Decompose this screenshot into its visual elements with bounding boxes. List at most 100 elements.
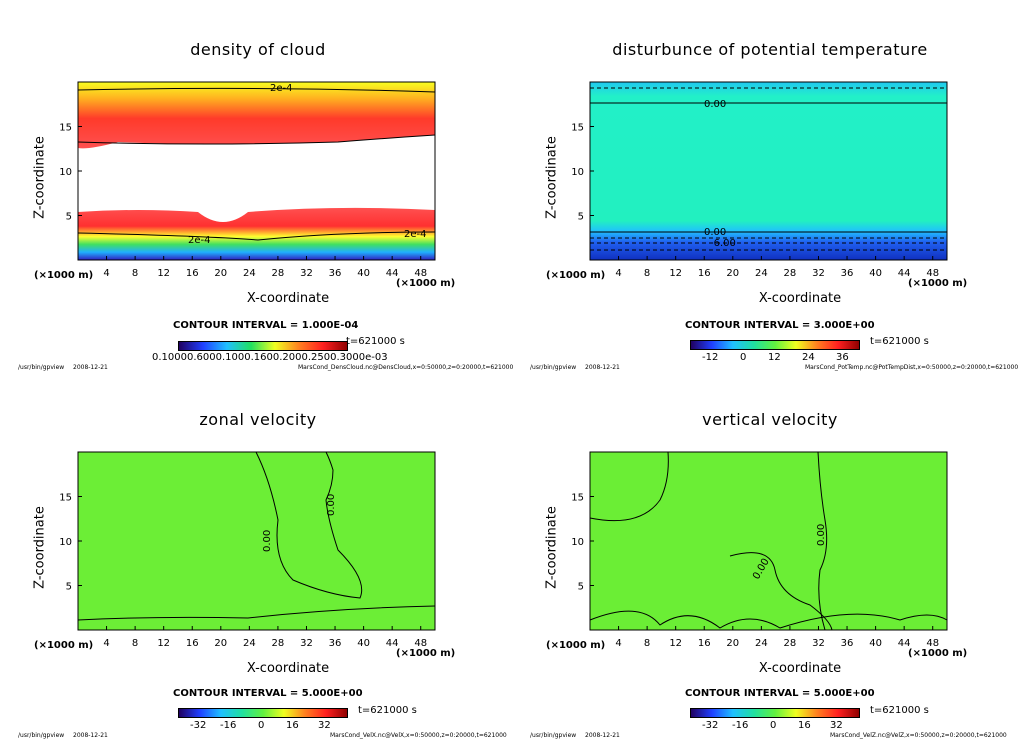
footer-path: /usr/bin/gpview xyxy=(530,732,577,739)
x-unit-left: (×1000 m) xyxy=(34,270,94,281)
y-tick-label: 15 xyxy=(571,493,584,504)
x-tick-label: 28 xyxy=(272,268,285,279)
x-tick-label: 28 xyxy=(784,638,797,649)
y-tick-label: 5 xyxy=(578,582,584,593)
y-axis-label: Z-coordinate xyxy=(32,136,48,219)
colorbar-tick: -12 xyxy=(702,352,719,363)
x-tick-label: 16 xyxy=(186,638,199,649)
time-stamp: t=621000 s xyxy=(870,336,929,347)
y-tick-label: 10 xyxy=(571,167,584,178)
x-tick-label: 16 xyxy=(698,268,711,279)
x-axis-label: X-coordinate xyxy=(758,291,842,306)
panel-vertical: vertical velocity 4 8 12 16 20 24 28 32 36 40 44 48… xyxy=(520,370,1020,740)
colorbar xyxy=(178,708,348,718)
x-tick-label: 24 xyxy=(755,268,768,279)
y-tick-label: 10 xyxy=(59,167,72,178)
x-unit-right: (×1000 m) xyxy=(908,278,968,289)
panel-title: density of cloud xyxy=(190,40,326,59)
x-tick-label: 44 xyxy=(898,268,911,279)
colorbar-tick: 16 xyxy=(286,720,299,731)
x-tick-label: 20 xyxy=(214,268,227,279)
colorbar xyxy=(690,340,860,350)
panel-title: disturbunce of potential temperature xyxy=(612,40,928,59)
y-tick-label: 5 xyxy=(66,212,72,223)
x-tick-label: 44 xyxy=(386,268,399,279)
x-tick-label: 44 xyxy=(386,638,399,649)
x-tick-label: 20 xyxy=(726,638,739,649)
panel-title: vertical velocity xyxy=(702,410,838,429)
y-axis-label: Z-coordinate xyxy=(32,506,48,589)
footer-path: /usr/bin/gpview xyxy=(530,364,577,371)
footer-date: 2008-12-21 xyxy=(585,732,620,739)
time-stamp: t=621000 s xyxy=(346,336,405,347)
x-tick-label: 28 xyxy=(784,268,797,279)
contour-label: 2e-4 xyxy=(188,235,211,246)
colorbar-tick: -32 xyxy=(190,720,207,731)
y-axis-label: Z-coordinate xyxy=(544,136,560,219)
y-tick-label: 15 xyxy=(59,493,72,504)
contour-label: 0.00 xyxy=(816,524,827,546)
x-tick-label: 32 xyxy=(812,638,825,649)
x-tick-label: 24 xyxy=(243,268,256,279)
x-tick-label: 32 xyxy=(300,638,313,649)
contour-interval: CONTOUR INTERVAL = 3.000E+00 xyxy=(685,320,875,331)
x-tick-label: 36 xyxy=(329,268,342,279)
colorbar-tick: 16 xyxy=(798,720,811,731)
x-tick-label: 48 xyxy=(414,268,427,279)
x-tick-label: 20 xyxy=(726,268,739,279)
x-tick-label: 16 xyxy=(186,268,199,279)
footer-file: MarsCond_DensCloud.nc@DensCloud,x=0:5000… xyxy=(298,364,514,371)
x-tick-label: 32 xyxy=(300,268,313,279)
x-tick-label: 44 xyxy=(898,638,911,649)
panel-title: zonal velocity xyxy=(199,410,317,429)
footer-date: 2008-12-21 xyxy=(73,364,108,371)
colorbar-tick: 0 xyxy=(770,720,777,731)
x-unit-right: (×1000 m) xyxy=(908,648,968,659)
y-tick-label: 5 xyxy=(66,582,72,593)
footer-file: MarsCond_PotTemp.nc@PotTempDist,x=0:5000… xyxy=(805,364,1019,371)
x-tick-label: 32 xyxy=(812,268,825,279)
x-tick-label: 40 xyxy=(869,268,882,279)
contour-label: 0.00 xyxy=(262,530,273,552)
contour-interval: CONTOUR INTERVAL = 5.000E+00 xyxy=(173,688,363,699)
x-axis-label: X-coordinate xyxy=(758,661,842,676)
x-tick-label: 8 xyxy=(644,638,650,649)
x-tick-label: 20 xyxy=(214,638,227,649)
y-tick-label: 15 xyxy=(59,123,72,134)
x-tick-label: 40 xyxy=(357,638,370,649)
footer-file: MarsCond_VelZ.nc@VelZ,x=0:50000,z=0:2000… xyxy=(830,732,1007,739)
x-tick-label: 24 xyxy=(243,638,256,649)
x-tick-label: 4 xyxy=(103,638,109,649)
panel-zonal: zonal velocity 4 8 12 16 20 24 28 32 36 40 44 48 5 10… xyxy=(8,370,508,740)
footer-file: MarsCond_VelX.nc@VelX,x=0:50000,z=0:2000… xyxy=(330,732,507,739)
x-tick-label: 4 xyxy=(103,268,109,279)
x-tick-label: 8 xyxy=(132,268,138,279)
footer-date: 2008-12-21 xyxy=(585,364,620,371)
colorbar-labels: 0.10000.6000.1000.1600.2000.2500.3000e-0… xyxy=(152,352,388,363)
contour-interval: CONTOUR INTERVAL = 5.000E+00 xyxy=(685,688,875,699)
colorbar-tick: 32 xyxy=(830,720,843,731)
x-tick-label: 4 xyxy=(615,268,621,279)
y-tick-label: 15 xyxy=(571,123,584,134)
x-unit-right: (×1000 m) xyxy=(396,278,456,289)
colorbar-tick: -16 xyxy=(732,720,749,731)
x-unit-left: (×1000 m) xyxy=(34,640,94,651)
y-tick-label: 10 xyxy=(59,537,72,548)
colorbar-tick: 0 xyxy=(258,720,265,731)
colorbar-tick: 12 xyxy=(768,352,781,363)
colorbar-tick: -16 xyxy=(220,720,237,731)
colorbar-tick: 32 xyxy=(318,720,331,731)
y-tick-label: 10 xyxy=(571,537,584,548)
x-unit-right: (×1000 m) xyxy=(396,648,456,659)
colorbar xyxy=(690,708,860,718)
time-stamp: t=621000 s xyxy=(870,705,929,716)
x-tick-label: 40 xyxy=(357,268,370,279)
colorbar-tick: 24 xyxy=(802,352,815,363)
x-tick-label: 24 xyxy=(755,638,768,649)
y-axis-label: Z-coordinate xyxy=(544,506,560,589)
colorbar-tick: -32 xyxy=(702,720,719,731)
x-tick-label: 4 xyxy=(615,638,621,649)
